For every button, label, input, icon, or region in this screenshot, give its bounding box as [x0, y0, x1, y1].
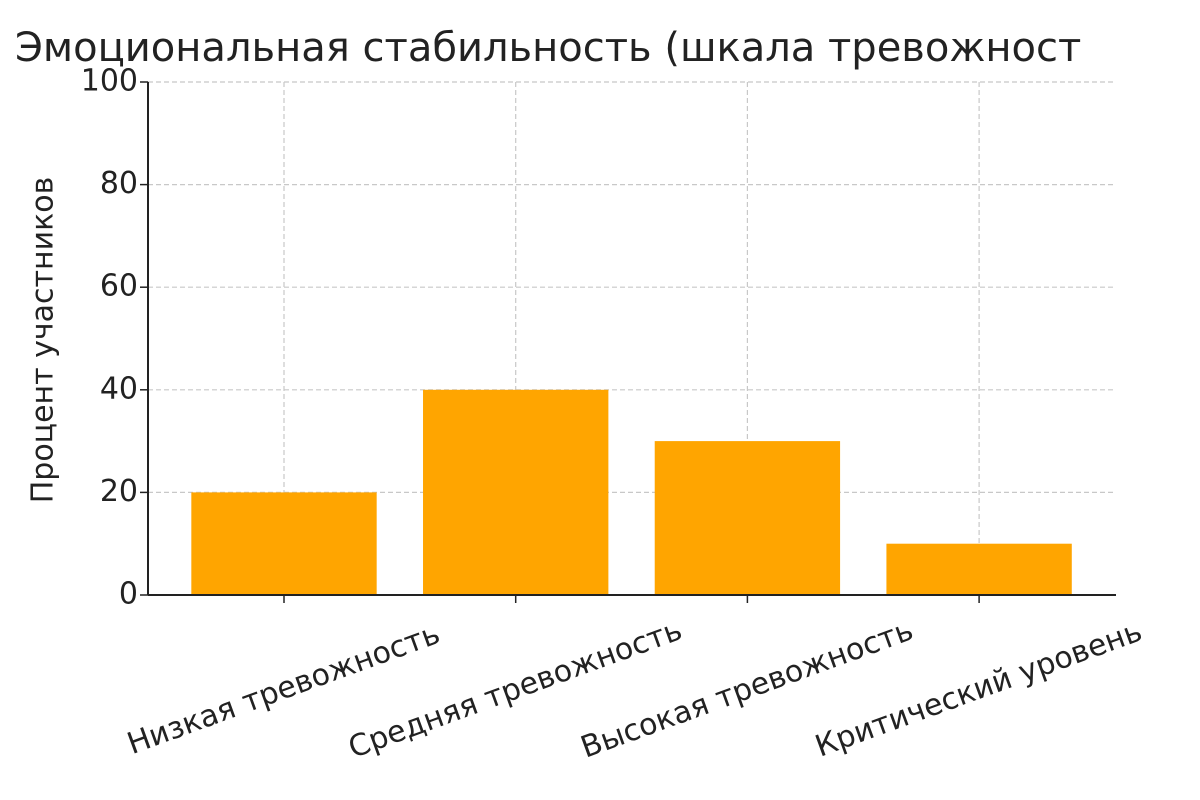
y-axis-label: Процент участников: [26, 177, 61, 504]
y-tick-label: 80: [100, 166, 138, 201]
bar: [886, 543, 1072, 595]
y-tick-label: 100: [81, 64, 138, 99]
y-tick-label: 60: [100, 269, 138, 304]
bar: [654, 441, 841, 595]
bar: [191, 492, 377, 595]
bar: [423, 389, 609, 595]
y-tick-label: 20: [100, 474, 138, 509]
y-tick-label: 0: [119, 577, 138, 612]
chart-title: Эмоциональная стабильность (шкала тревож…: [15, 25, 1081, 71]
y-tick-label: 40: [100, 371, 138, 406]
